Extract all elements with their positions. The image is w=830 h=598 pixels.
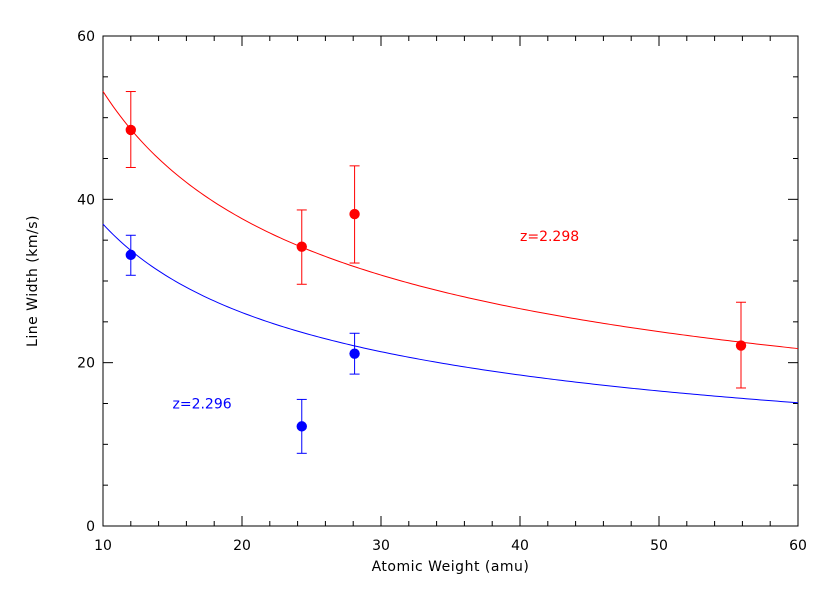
fit-curve-series-0	[102, 91, 799, 350]
y-tick-label: 40	[77, 192, 95, 208]
data-points	[125, 124, 747, 432]
series-annotation-0: z=2.298	[520, 229, 579, 245]
x-tick-label: 50	[650, 538, 668, 554]
labels: 10 20 30 40 50 60 0 20 40 60 Atomic Weight (amu) Li…	[25, 29, 807, 575]
fit-curves	[102, 91, 799, 404]
data-point-series-0	[125, 124, 136, 136]
x-tick-label: 60	[789, 538, 807, 554]
data-point-series-1	[296, 421, 307, 432]
y-axis-title: Line Width (km/s)	[25, 215, 41, 347]
series-annotation-1: z=2.296	[173, 397, 232, 413]
x-tick-label: 40	[511, 538, 529, 554]
axis-ticks	[102, 35, 799, 527]
x-tick-label: 20	[233, 538, 251, 554]
y-tick-label: 60	[77, 29, 95, 45]
x-tick-label: 10	[94, 538, 112, 554]
fit-curve-series-1	[102, 223, 799, 404]
data-point-series-1	[349, 348, 360, 359]
x-tick-label: 30	[372, 538, 390, 554]
y-tick-label: 0	[86, 519, 95, 535]
data-point-series-0	[349, 208, 360, 220]
plot-frame	[102, 35, 799, 527]
y-tick-label: 20	[77, 356, 95, 372]
data-point-series-1	[125, 249, 136, 261]
x-axis-title: Atomic Weight (amu)	[372, 559, 530, 575]
plot-border	[102, 35, 799, 527]
data-point-series-0	[296, 241, 307, 252]
data-point-series-0	[735, 340, 747, 351]
